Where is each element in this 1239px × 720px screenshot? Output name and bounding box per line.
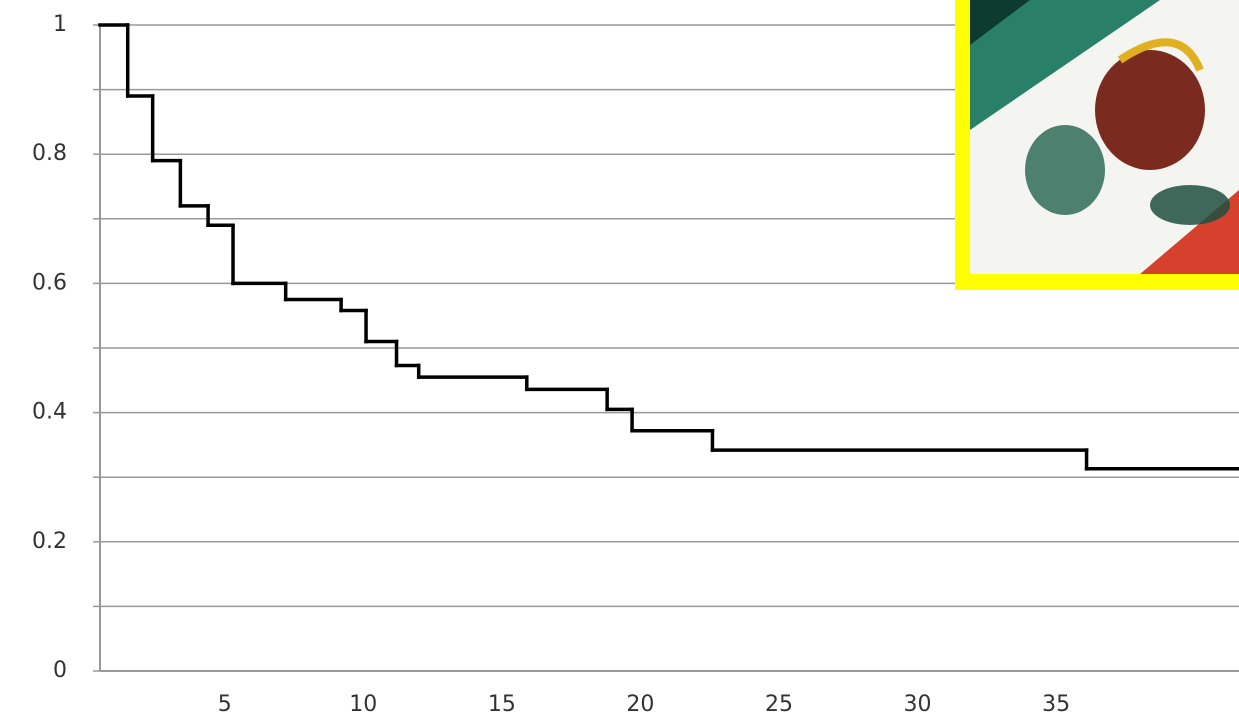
y-tick-label: 0.4 [32,400,67,425]
flag-wreath [1025,125,1105,215]
x-tick-label: 30 [904,692,932,717]
flag-green [970,0,1160,130]
flag-image [955,0,1239,290]
x-tick-label: 20 [626,692,654,717]
y-tick-label: 0.6 [32,270,67,295]
flag-snake [1117,38,1204,72]
y-tick-label: 0.8 [32,141,67,166]
x-tick-label: 5 [218,692,232,717]
x-tick-label: 15 [488,692,516,717]
flag-eagle [1095,50,1205,170]
y-tick-label: 0.2 [32,529,67,554]
flag-green-shadow [970,0,1030,45]
flag-wreath [1150,185,1230,225]
y-tick-label: 0 [53,658,67,683]
x-tick-label: 35 [1042,692,1070,717]
y-tick-label: 1 [53,12,67,37]
x-tick-label: 10 [349,692,377,717]
x-tick-label: 25 [765,692,793,717]
